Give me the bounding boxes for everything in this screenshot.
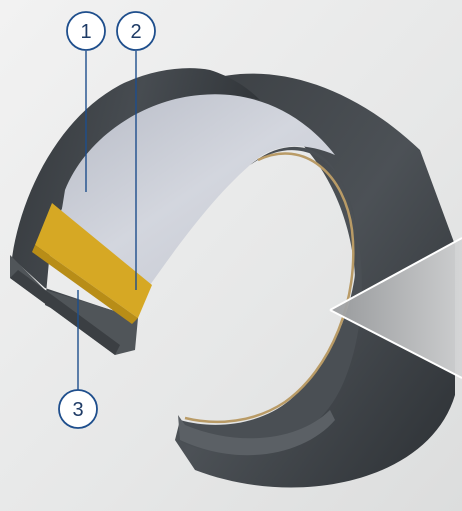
inner-liner: [55, 94, 335, 285]
callout-3: 3: [58, 389, 98, 429]
callout-2-label: 2: [130, 21, 141, 43]
callout-1: 1: [66, 11, 106, 51]
callout-1-label: 1: [80, 21, 91, 43]
zoom-line-top: [329, 237, 462, 311]
shell-end-block: [10, 255, 138, 355]
callout-3-label: 3: [72, 399, 83, 421]
callout-2: 2: [116, 11, 156, 51]
shell-front-edge: [12, 68, 260, 345]
shell-end-block-face: [10, 270, 120, 355]
shell-bottom-end: [178, 410, 335, 456]
zoom-line-bottom: [329, 309, 462, 379]
zoom-wedge: [330, 238, 462, 378]
inner-bore: [178, 146, 362, 454]
bore-rim: [184, 152, 355, 424]
outer-shell-back: [165, 73, 455, 488]
gold-sliding-layer: [35, 203, 152, 318]
gold-layer-shade: [32, 245, 138, 324]
